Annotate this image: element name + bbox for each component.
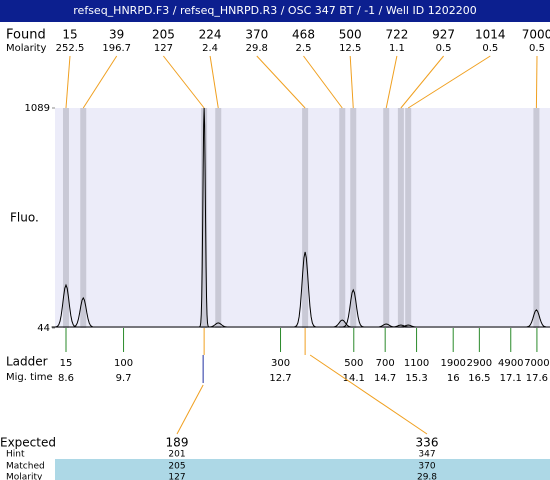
peak-band <box>533 108 540 328</box>
peak <box>198 107 210 328</box>
found-molarity: 2.5 <box>296 43 312 54</box>
expected-expected: 336 <box>416 436 439 450</box>
ladder-time: 14.1 <box>343 373 365 384</box>
expected-molarity: 127 <box>168 473 185 480</box>
peak-band <box>62 108 69 328</box>
expected-matched: 205 <box>168 462 185 472</box>
ladder-time: 16.5 <box>468 373 490 384</box>
found-molarity: 29.8 <box>246 43 268 54</box>
found-size: 7000 <box>522 28 550 42</box>
expected-hint: 347 <box>418 450 435 460</box>
found-molarity: 252.5 <box>56 43 85 54</box>
found-molarity: 196.7 <box>102 43 131 54</box>
expected-matched: 370 <box>418 462 435 472</box>
peak <box>203 322 233 328</box>
ladder-size: 500 <box>344 358 363 369</box>
peak-band <box>350 108 357 328</box>
ladder-size: 700 <box>376 358 395 369</box>
found-label: Found <box>6 28 46 43</box>
ladder-size: 1100 <box>404 358 429 369</box>
expected-expected: 189 <box>166 436 189 450</box>
found-connector <box>407 55 491 109</box>
ladder-time: 12.7 <box>269 373 291 384</box>
expected-row-label: Molarity <box>6 473 43 480</box>
matched-band <box>55 459 550 480</box>
ladder-time: 17.6 <box>526 373 548 384</box>
peak <box>393 324 423 328</box>
found-connector <box>82 55 118 109</box>
found-molarity: 0.5 <box>436 43 452 54</box>
found-molarity: 127 <box>154 43 173 54</box>
ladder-time: 16 <box>447 373 460 384</box>
found-size: 224 <box>199 28 222 42</box>
peak <box>522 309 550 328</box>
mig-time-label: Mig. time <box>6 372 53 383</box>
expected-row-label: Hint <box>6 450 25 460</box>
found-size: 722 <box>385 28 408 42</box>
expected-row-label: Matched <box>6 462 45 472</box>
found-size: 205 <box>152 28 175 42</box>
ladder-label: Ladder <box>6 355 48 369</box>
expected-hint: 201 <box>168 450 185 460</box>
ladder-time: 15.3 <box>405 373 427 384</box>
found-molarity: 0.5 <box>482 43 498 54</box>
found-connector <box>303 55 343 109</box>
peak-band <box>339 108 346 328</box>
peak-band <box>80 108 87 328</box>
found-size: 370 <box>245 28 268 42</box>
peak <box>338 288 368 328</box>
peak <box>327 319 357 328</box>
ladder-time: 9.7 <box>116 373 132 384</box>
expected-connector <box>176 384 204 435</box>
molarity-label: Molarity <box>6 43 46 54</box>
found-size: 1014 <box>475 28 506 42</box>
found-molarity: 1.1 <box>389 43 405 54</box>
peak-band <box>405 108 412 328</box>
found-connector <box>209 55 219 109</box>
expected-row-label: Expected <box>0 436 56 450</box>
found-size: 15 <box>62 28 77 42</box>
found-molarity: 12.5 <box>339 43 361 54</box>
peak <box>68 296 98 328</box>
ladder-size: 4900 <box>498 358 523 369</box>
found-connector <box>349 55 354 109</box>
y-axis-label: Fluo. <box>10 211 39 225</box>
peak <box>386 324 416 328</box>
found-molarity: 0.5 <box>529 43 545 54</box>
found-connector <box>256 55 306 109</box>
peak-band <box>397 108 404 328</box>
ladder-size: 300 <box>271 358 290 369</box>
peak-band <box>383 108 390 328</box>
ladder-size: 15 <box>60 358 73 369</box>
found-size: 500 <box>339 28 362 42</box>
peak-band <box>201 108 208 328</box>
found-molarity: 2.4 <box>202 43 218 54</box>
ladder-size: 7000 <box>524 358 549 369</box>
expected-connector <box>309 354 428 435</box>
y-tick-label: 44 <box>37 323 50 334</box>
ladder-time: 8.6 <box>58 373 74 384</box>
peak <box>290 251 320 328</box>
ladder-time: 14.7 <box>374 373 396 384</box>
peak-band <box>215 108 222 328</box>
found-connector <box>535 55 538 109</box>
found-connector <box>385 55 398 109</box>
y-tick-label: 1089 <box>25 103 50 114</box>
found-size: 39 <box>109 28 124 42</box>
found-connector <box>65 55 71 109</box>
ladder-time: 17.1 <box>500 373 522 384</box>
peak <box>51 283 81 328</box>
ladder-size: 1900 <box>440 358 465 369</box>
ladder-size: 2900 <box>467 358 492 369</box>
found-connector <box>400 55 444 109</box>
found-connector <box>163 55 205 109</box>
found-size: 927 <box>432 28 455 42</box>
peak-band <box>302 108 309 328</box>
expected-molarity: 29.8 <box>417 473 437 480</box>
title-bar <box>0 0 550 22</box>
ladder-size: 100 <box>114 358 133 369</box>
found-size: 468 <box>292 28 315 42</box>
title: refseq_HNRPD.F3 / refseq_HNRPD.R3 / OSC … <box>73 4 476 17</box>
